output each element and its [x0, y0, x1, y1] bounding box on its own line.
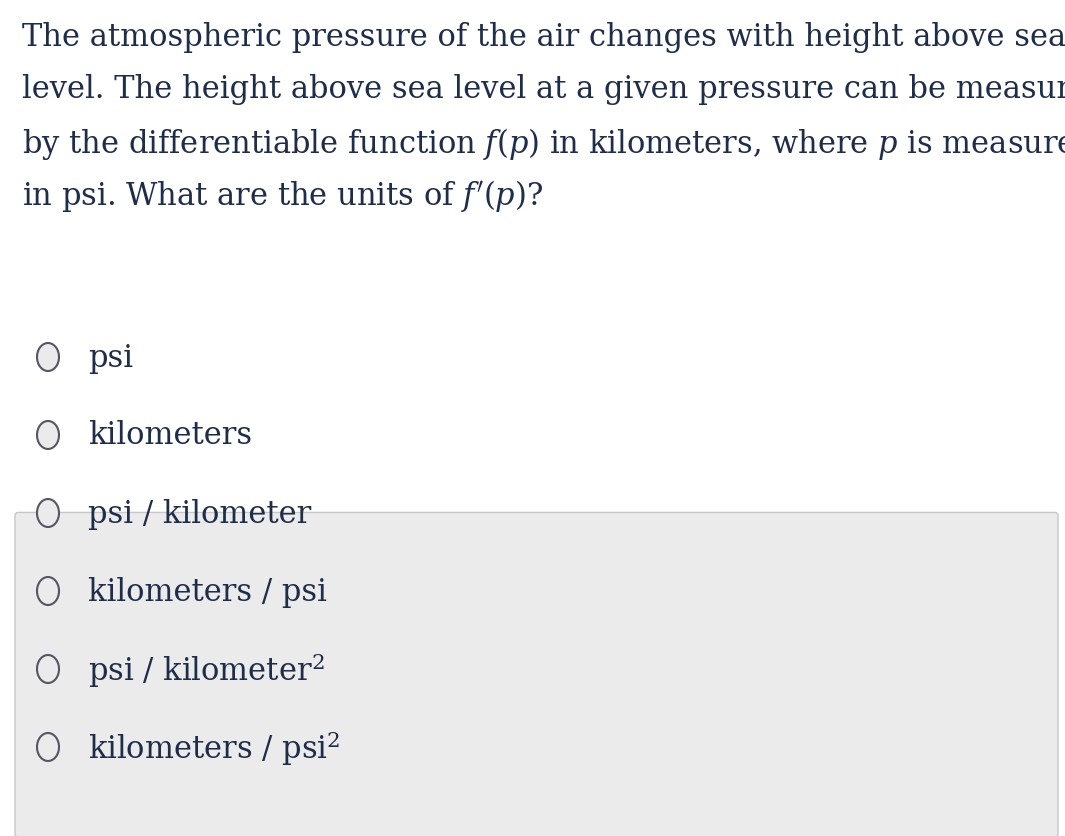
- Text: psi / kilometer$^2$: psi / kilometer$^2$: [88, 650, 325, 689]
- Ellipse shape: [37, 578, 59, 605]
- Ellipse shape: [37, 344, 59, 371]
- Ellipse shape: [37, 733, 59, 761]
- Text: The atmospheric pressure of the air changes with height above sea: The atmospheric pressure of the air chan…: [22, 22, 1065, 53]
- Text: psi: psi: [88, 342, 133, 373]
- Ellipse shape: [37, 499, 59, 528]
- Text: kilometers / psi: kilometers / psi: [88, 576, 327, 607]
- Text: in psi. What are the units of $f'(p)$?: in psi. What are the units of $f'(p)$?: [22, 178, 543, 214]
- Text: psi / kilometer: psi / kilometer: [88, 498, 311, 529]
- Text: by the differentiable function $f(p)$ in kilometers, where $p$ is measured: by the differentiable function $f(p)$ in…: [22, 126, 1065, 162]
- Text: level. The height above sea level at a given pressure can be measured: level. The height above sea level at a g…: [22, 74, 1065, 104]
- FancyBboxPatch shape: [15, 512, 1058, 836]
- Ellipse shape: [37, 655, 59, 683]
- Text: kilometers: kilometers: [88, 420, 252, 451]
- Ellipse shape: [37, 421, 59, 450]
- Text: kilometers / psi$^2$: kilometers / psi$^2$: [88, 727, 340, 767]
